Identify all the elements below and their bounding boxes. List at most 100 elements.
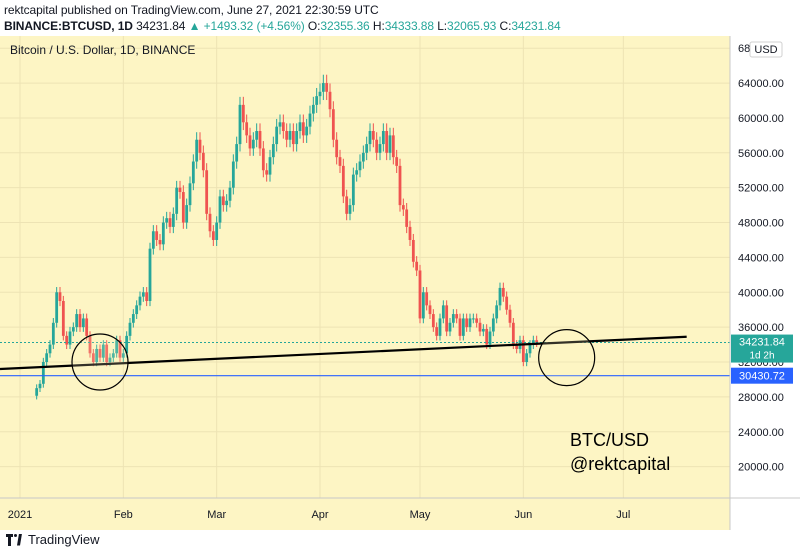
candle-body — [415, 261, 419, 271]
candle-body — [418, 270, 422, 319]
candle-body — [308, 113, 312, 127]
price-tick-label: 56000.00 — [738, 148, 784, 160]
candle-body — [318, 91, 322, 97]
candle-body — [325, 83, 329, 92]
candle-body — [155, 231, 159, 240]
time-tick-label: Jul — [616, 509, 630, 521]
candle-body — [111, 353, 115, 358]
grid-lines — [0, 36, 730, 498]
candle-body — [458, 318, 462, 336]
last-price-value: 34231.84 — [136, 19, 186, 33]
candle-body — [131, 314, 135, 323]
price-tick-label: 48000.00 — [738, 218, 784, 230]
high-value: 34333.88 — [384, 19, 434, 33]
open-label: O: — [307, 19, 321, 33]
countdown-label: 1d 2h — [749, 351, 774, 362]
candle-body — [265, 170, 269, 175]
price-tick-label: 52000.00 — [738, 183, 784, 195]
candle-body — [321, 83, 325, 92]
candle-body — [201, 152, 205, 171]
candle-body — [351, 174, 355, 206]
candle-body — [305, 126, 309, 136]
candle-body — [121, 353, 125, 358]
low-label: L: — [437, 19, 447, 33]
candle-body — [81, 318, 85, 328]
candle-body — [108, 357, 112, 363]
annotation-line2: @rektcapital — [570, 454, 670, 474]
candle-body — [185, 205, 189, 223]
symbol-label: BINANCE:BTCUSD, 1D — [4, 19, 133, 33]
candles — [35, 74, 539, 400]
price-tick-label: 44000.00 — [738, 252, 784, 264]
candle-body — [478, 322, 482, 332]
candle-body — [495, 305, 499, 319]
candle-body — [218, 196, 222, 223]
candle-body — [365, 144, 369, 153]
candle-body — [348, 205, 352, 214]
candle-body — [411, 239, 415, 262]
candle-body — [398, 165, 402, 206]
candle-body — [158, 239, 162, 245]
candle-body — [38, 383, 42, 389]
candle-body — [465, 318, 469, 328]
price-tick-label: 36000.00 — [738, 322, 784, 334]
candle-body — [248, 135, 252, 149]
time-tick-label: Mar — [207, 509, 226, 521]
candle-body — [151, 231, 155, 249]
chart-title: Bitcoin / U.S. Dollar, 1D, BINANCE — [10, 43, 195, 57]
candle-body — [298, 122, 302, 132]
candle-body — [225, 200, 229, 206]
candle-body — [135, 305, 139, 315]
price-tick-label: 68 — [738, 43, 750, 55]
candle-body — [145, 292, 149, 301]
candle-body — [331, 109, 335, 140]
candle-body — [528, 344, 532, 354]
candle-body — [461, 318, 465, 336]
trendline — [0, 335, 687, 371]
candle-body — [78, 314, 82, 328]
time-tick-label: Feb — [114, 509, 133, 521]
candle-body — [128, 322, 132, 336]
candle-body — [401, 205, 405, 210]
candle-body — [115, 340, 119, 354]
candle-body — [405, 209, 409, 227]
candle-body — [481, 328, 485, 332]
candle-body — [488, 331, 492, 345]
candle-body — [118, 340, 122, 358]
candle-body — [125, 335, 129, 354]
publish-info-text: rektcapital published on TradingView.com… — [4, 3, 379, 17]
currency-badge[interactable] — [749, 41, 783, 58]
candle-body — [471, 318, 475, 320]
time-axis[interactable]: 2021 Feb Mar Apr May Jun Jul — [8, 509, 631, 521]
candle-body — [205, 170, 209, 214]
candle-body — [195, 139, 199, 162]
candle-body — [215, 222, 219, 240]
candle-body — [388, 135, 392, 153]
candle-body — [75, 314, 79, 328]
price-chart[interactable]: 20000.0024000.0028000.0032000.0036000.00… — [0, 36, 800, 530]
candle-body — [408, 226, 412, 240]
price-tick-label: 24000.00 — [738, 427, 784, 439]
candle-body — [315, 96, 319, 105]
tradingview-footer[interactable]: TradingView — [6, 532, 100, 547]
candle-body — [278, 122, 282, 127]
candle-body — [355, 170, 359, 175]
candle-body — [378, 144, 382, 153]
candle-body — [451, 314, 455, 323]
close-value: 34231.84 — [511, 19, 561, 33]
candle-body — [271, 144, 275, 158]
candle-body — [395, 157, 399, 166]
candle-body — [101, 344, 105, 358]
candle-body — [311, 104, 315, 114]
candle-body — [508, 309, 512, 323]
candle-body — [435, 327, 439, 336]
candle-body — [358, 161, 362, 171]
candle-body — [221, 196, 225, 206]
candle-body — [41, 362, 45, 384]
price-axis[interactable]: 20000.0024000.0028000.0032000.0036000.00… — [731, 43, 793, 474]
candle-body — [165, 218, 169, 223]
candle-body — [91, 353, 95, 363]
candle-body — [85, 318, 89, 336]
candle-body — [341, 165, 345, 197]
candle-body — [255, 131, 259, 140]
